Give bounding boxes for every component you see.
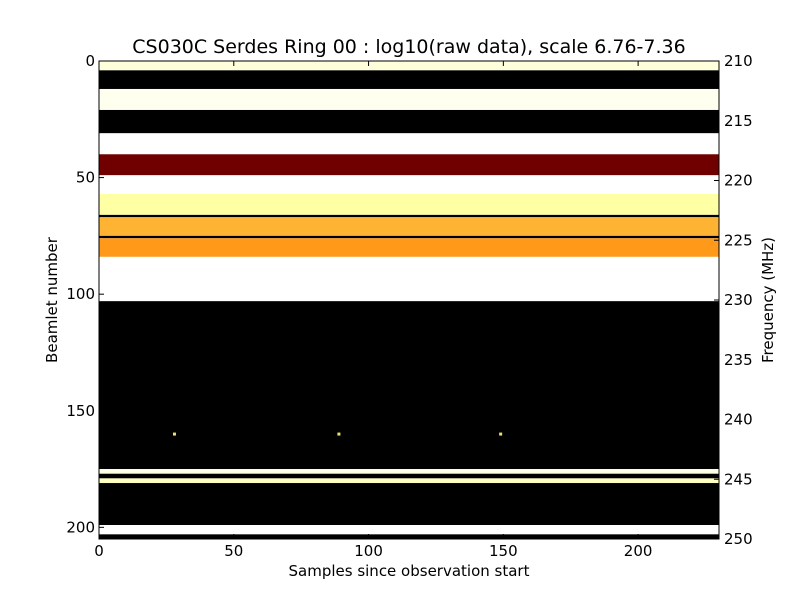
y-tick-label: 100	[66, 285, 95, 303]
heatmap-band	[99, 88, 719, 110]
y2-tick-label: 215	[724, 112, 753, 130]
heatmap-band	[99, 109, 719, 134]
y2-tick-label: 250	[724, 530, 753, 548]
y-tick-label: 0	[85, 52, 95, 70]
hot-pixel	[499, 432, 503, 436]
y-tick-label: 50	[76, 169, 95, 187]
x-tick-label: 100	[354, 542, 383, 560]
x-axis-label: Samples since observation start	[289, 562, 530, 580]
heatmap-band	[99, 473, 719, 479]
heatmap-band	[99, 217, 719, 236]
y-tick-label: 150	[66, 402, 95, 420]
hot-pixel	[172, 432, 176, 436]
heatmap-band	[99, 469, 719, 474]
y2-tick-label: 210	[724, 52, 753, 70]
heatmap-band	[99, 525, 719, 535]
heatmap-band	[99, 483, 719, 526]
y2-tick-label: 240	[724, 411, 753, 429]
heatmap-image	[99, 61, 719, 539]
x-tick-label: 200	[624, 542, 653, 560]
heatmap-band	[99, 175, 719, 194]
x-tick-label: 0	[94, 542, 104, 560]
x-tick-label: 150	[489, 542, 518, 560]
axes: 0 50 100 150 200 0 50 100 150 200 210 215 220 225 230 2…	[66, 52, 752, 560]
y-axis-label: Beamlet number	[43, 236, 61, 363]
heatmap-band	[99, 133, 719, 155]
heatmap-band	[99, 61, 719, 71]
heatmap-band	[99, 478, 719, 484]
chart-title: CS030C Serdes Ring 00 : log10(raw data),…	[132, 36, 685, 58]
y2-tick-label: 245	[724, 470, 753, 488]
heatmap-band	[99, 301, 719, 470]
y2-tick-label: 235	[724, 351, 753, 369]
x-tick-label: 50	[224, 542, 243, 560]
heatmap-band	[99, 238, 719, 257]
y2-axis-label: Frequency (MHz)	[759, 237, 777, 363]
y2-tick-label: 220	[724, 172, 753, 190]
y-tick-label: 200	[66, 518, 95, 536]
heatmap-band	[99, 154, 719, 176]
heatmap-band	[99, 256, 719, 302]
heatmap-band	[99, 534, 719, 539]
y2-tick-label: 225	[724, 231, 753, 249]
heatmap-band	[99, 214, 719, 218]
y2-tick-label: 230	[724, 291, 753, 309]
hot-pixel	[337, 432, 341, 436]
heatmap-band	[99, 235, 719, 239]
heatmap-band	[99, 193, 719, 215]
heatmap-band	[99, 70, 719, 89]
